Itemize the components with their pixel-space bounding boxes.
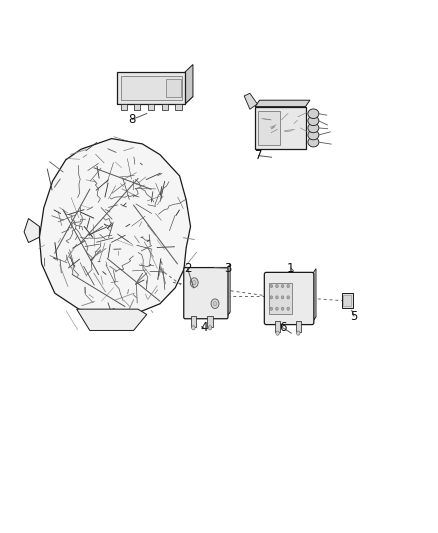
Ellipse shape (308, 138, 319, 147)
Ellipse shape (308, 116, 319, 126)
Circle shape (270, 285, 272, 288)
Polygon shape (185, 312, 230, 317)
Bar (166, 79, 180, 97)
Ellipse shape (308, 109, 319, 118)
Bar (148, 104, 154, 110)
Text: 6: 6 (279, 321, 287, 334)
Bar (258, 111, 280, 145)
Polygon shape (244, 93, 257, 109)
Bar (255, 107, 305, 149)
Circle shape (208, 326, 212, 330)
Polygon shape (185, 64, 193, 104)
Polygon shape (39, 139, 191, 317)
Circle shape (270, 307, 272, 310)
Circle shape (287, 296, 290, 299)
Circle shape (276, 307, 278, 310)
Polygon shape (227, 264, 230, 317)
Circle shape (281, 285, 284, 288)
Circle shape (297, 331, 300, 335)
Polygon shape (266, 317, 316, 322)
Circle shape (287, 285, 290, 288)
Polygon shape (24, 219, 39, 243)
Bar (342, 293, 353, 308)
Circle shape (211, 299, 219, 309)
Circle shape (276, 331, 279, 335)
FancyBboxPatch shape (265, 272, 314, 325)
Circle shape (213, 302, 217, 306)
Bar (134, 104, 141, 110)
Circle shape (190, 278, 198, 287)
Text: 3: 3 (225, 262, 232, 274)
Circle shape (270, 296, 272, 299)
Polygon shape (312, 269, 316, 322)
Circle shape (192, 280, 196, 285)
Bar (208, 316, 213, 327)
Bar (191, 316, 196, 327)
Polygon shape (117, 96, 193, 104)
Text: 8: 8 (129, 113, 136, 126)
Polygon shape (255, 100, 310, 107)
Text: 4: 4 (200, 321, 208, 334)
FancyBboxPatch shape (184, 268, 228, 319)
Bar (120, 104, 127, 110)
Text: 1: 1 (287, 262, 295, 274)
Bar (269, 283, 292, 314)
Text: 7: 7 (254, 149, 262, 162)
Text: 2: 2 (184, 262, 191, 274)
Bar (275, 321, 280, 332)
Ellipse shape (308, 123, 319, 133)
Circle shape (276, 285, 278, 288)
Circle shape (287, 307, 290, 310)
Bar (120, 76, 181, 100)
Bar (296, 321, 301, 332)
Circle shape (281, 296, 284, 299)
Ellipse shape (308, 130, 319, 140)
Circle shape (281, 307, 284, 310)
Circle shape (192, 326, 195, 330)
Polygon shape (77, 309, 147, 330)
Bar (162, 104, 168, 110)
Bar (117, 72, 185, 104)
Bar (175, 104, 181, 110)
Text: 5: 5 (350, 310, 357, 322)
Bar (343, 295, 352, 306)
Circle shape (276, 296, 278, 299)
